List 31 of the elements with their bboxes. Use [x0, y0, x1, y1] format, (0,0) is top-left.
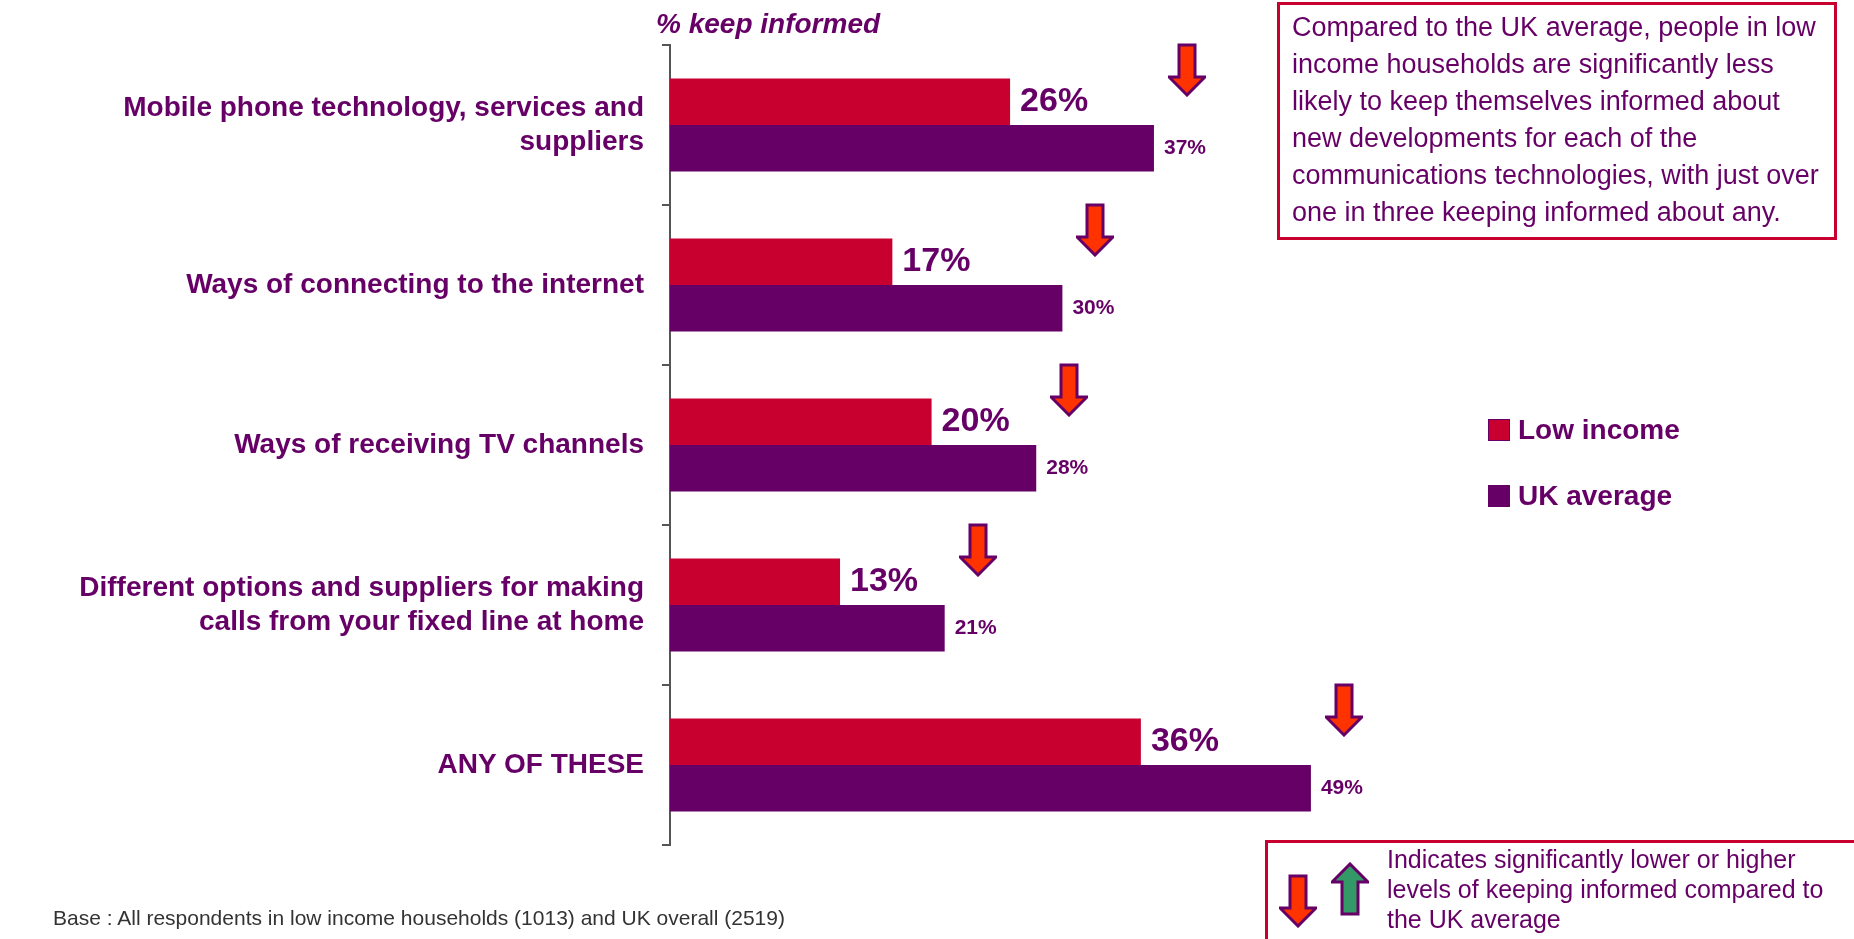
data-label: 36%	[1150, 720, 1219, 759]
y-tick-label: Different options and suppliers for making calls from your fixed line at home	[79, 570, 644, 636]
data-label: 37%	[1163, 135, 1207, 158]
y-tick-label: Mobile phone technology, services and suppliers	[123, 90, 644, 156]
y-tick-label: Ways of receiving TV channels	[234, 427, 644, 459]
data-label: 28%	[1046, 455, 1089, 478]
bar	[670, 718, 1141, 765]
legend-label: UK average	[1518, 480, 1673, 512]
data-label: 13%	[850, 560, 919, 599]
text: Indicates significantly lower or higher levels of keeping informed compared to the UK average	[1387, 844, 1825, 934]
bar	[670, 558, 841, 605]
bar	[670, 445, 1037, 492]
bar	[670, 398, 932, 445]
data-label: 49%	[1320, 775, 1364, 798]
note-box: Compared to the UK average, people in low income households are significantly less likely to keep themselves informed about new developments for each of the communications technologies, with just over one in three keeping informed about any.	[1277, 2, 1837, 240]
data-label: 20%	[941, 400, 1010, 439]
bar	[670, 78, 1011, 125]
data-label: 26%	[1020, 80, 1089, 119]
y-tick-label: Ways of connecting to the internet	[186, 267, 644, 299]
data-label: 17%	[902, 240, 971, 279]
bar	[670, 125, 1154, 172]
legend-label: Low income	[1518, 414, 1680, 446]
data-label: 21%	[954, 615, 998, 638]
bar	[670, 765, 1311, 812]
bar	[670, 238, 893, 285]
chart-title: % keep informed	[656, 8, 881, 39]
text: Base : All respondents in low income households (1013) and UK overall (2519)	[53, 906, 785, 930]
data-label: 30%	[1072, 295, 1115, 318]
y-tick-label: ANY OF THESE	[437, 747, 644, 779]
bar	[670, 285, 1063, 332]
bar	[670, 605, 945, 652]
